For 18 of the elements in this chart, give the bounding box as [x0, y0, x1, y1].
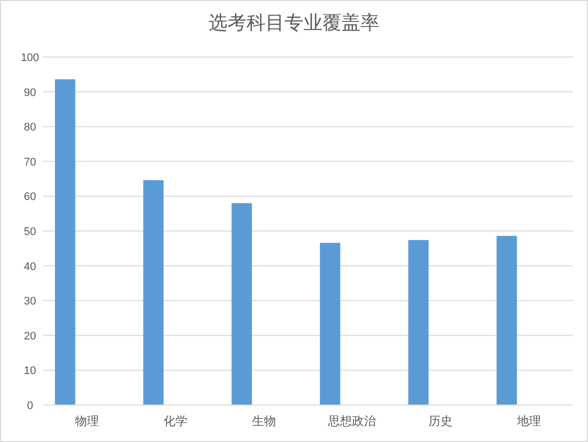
y-tick-label: 10: [24, 365, 36, 378]
y-tick-label: 0: [26, 400, 34, 412]
x-tick-label: 地理: [516, 414, 541, 428]
y-tick-label: 90: [24, 86, 36, 99]
y-tick-label: 60: [24, 191, 36, 204]
x-tick-label: 物理: [75, 414, 100, 428]
y-tick-label: 100: [20, 52, 40, 64]
x-tick-label: 思想政治: [327, 414, 376, 428]
y-tick-label: 50: [24, 226, 36, 238]
y-tick-label: 80: [24, 122, 36, 134]
y-tick-label: 20: [24, 330, 36, 342]
chart-title: 选考科目专业覆盖率: [208, 12, 380, 34]
y-tick-label: 40: [24, 260, 36, 273]
y-tick-label: 30: [24, 296, 36, 308]
y-tick-label: 70: [24, 156, 36, 168]
x-tick-label: 化学: [164, 414, 188, 428]
x-tick-label: 生物: [252, 414, 276, 428]
x-tick-label: 历史: [428, 414, 452, 428]
